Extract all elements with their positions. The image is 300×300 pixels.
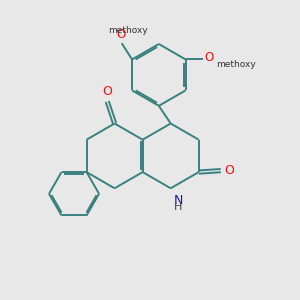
Text: O: O	[102, 85, 112, 98]
Text: O: O	[224, 164, 234, 177]
Text: methoxy: methoxy	[217, 60, 256, 69]
Text: N: N	[174, 194, 184, 207]
Text: H: H	[174, 202, 183, 212]
Text: O: O	[205, 52, 214, 64]
Text: O: O	[116, 28, 125, 41]
Text: methoxy: methoxy	[109, 26, 148, 35]
